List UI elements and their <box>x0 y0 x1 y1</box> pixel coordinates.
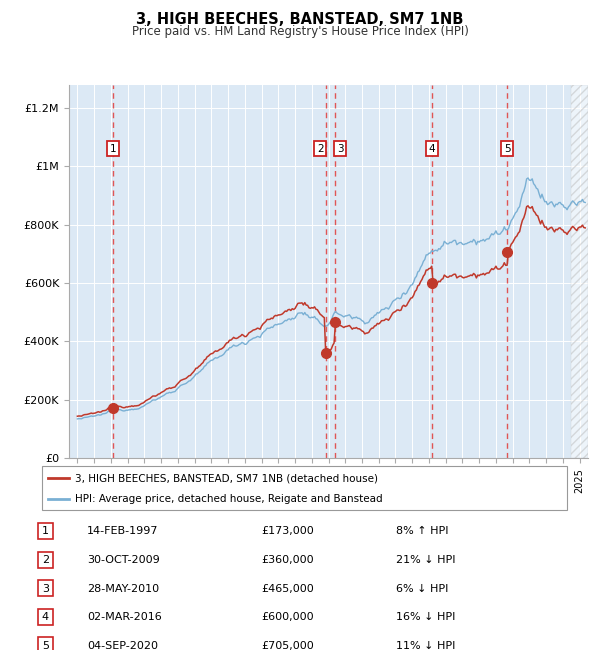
Text: 4: 4 <box>428 144 435 154</box>
Text: £600,000: £600,000 <box>261 612 314 622</box>
Text: 1: 1 <box>42 526 49 536</box>
Text: 3, HIGH BEECHES, BANSTEAD, SM7 1NB: 3, HIGH BEECHES, BANSTEAD, SM7 1NB <box>136 12 464 27</box>
Text: 11% ↓ HPI: 11% ↓ HPI <box>396 641 455 650</box>
Text: 4: 4 <box>42 612 49 622</box>
Text: £360,000: £360,000 <box>261 555 314 565</box>
Text: 1: 1 <box>110 144 116 154</box>
Text: 2: 2 <box>42 555 49 565</box>
Text: 2: 2 <box>317 144 323 154</box>
Text: 3: 3 <box>337 144 344 154</box>
Text: £465,000: £465,000 <box>261 584 314 593</box>
Text: 3: 3 <box>42 584 49 593</box>
Text: 28-MAY-2010: 28-MAY-2010 <box>87 584 159 593</box>
Text: £173,000: £173,000 <box>261 526 314 536</box>
Text: 3, HIGH BEECHES, BANSTEAD, SM7 1NB (detached house): 3, HIGH BEECHES, BANSTEAD, SM7 1NB (deta… <box>75 473 378 484</box>
Text: 04-SEP-2020: 04-SEP-2020 <box>87 641 158 650</box>
Text: 5: 5 <box>42 641 49 650</box>
Text: 8% ↑ HPI: 8% ↑ HPI <box>396 526 449 536</box>
Text: 6% ↓ HPI: 6% ↓ HPI <box>396 584 448 593</box>
Text: HPI: Average price, detached house, Reigate and Banstead: HPI: Average price, detached house, Reig… <box>75 494 383 504</box>
Text: 5: 5 <box>504 144 511 154</box>
Text: 02-MAR-2016: 02-MAR-2016 <box>87 612 162 622</box>
Text: 14-FEB-1997: 14-FEB-1997 <box>87 526 158 536</box>
Text: £705,000: £705,000 <box>261 641 314 650</box>
Text: 21% ↓ HPI: 21% ↓ HPI <box>396 555 455 565</box>
Text: 16% ↓ HPI: 16% ↓ HPI <box>396 612 455 622</box>
Text: Price paid vs. HM Land Registry's House Price Index (HPI): Price paid vs. HM Land Registry's House … <box>131 25 469 38</box>
Text: 30-OCT-2009: 30-OCT-2009 <box>87 555 160 565</box>
